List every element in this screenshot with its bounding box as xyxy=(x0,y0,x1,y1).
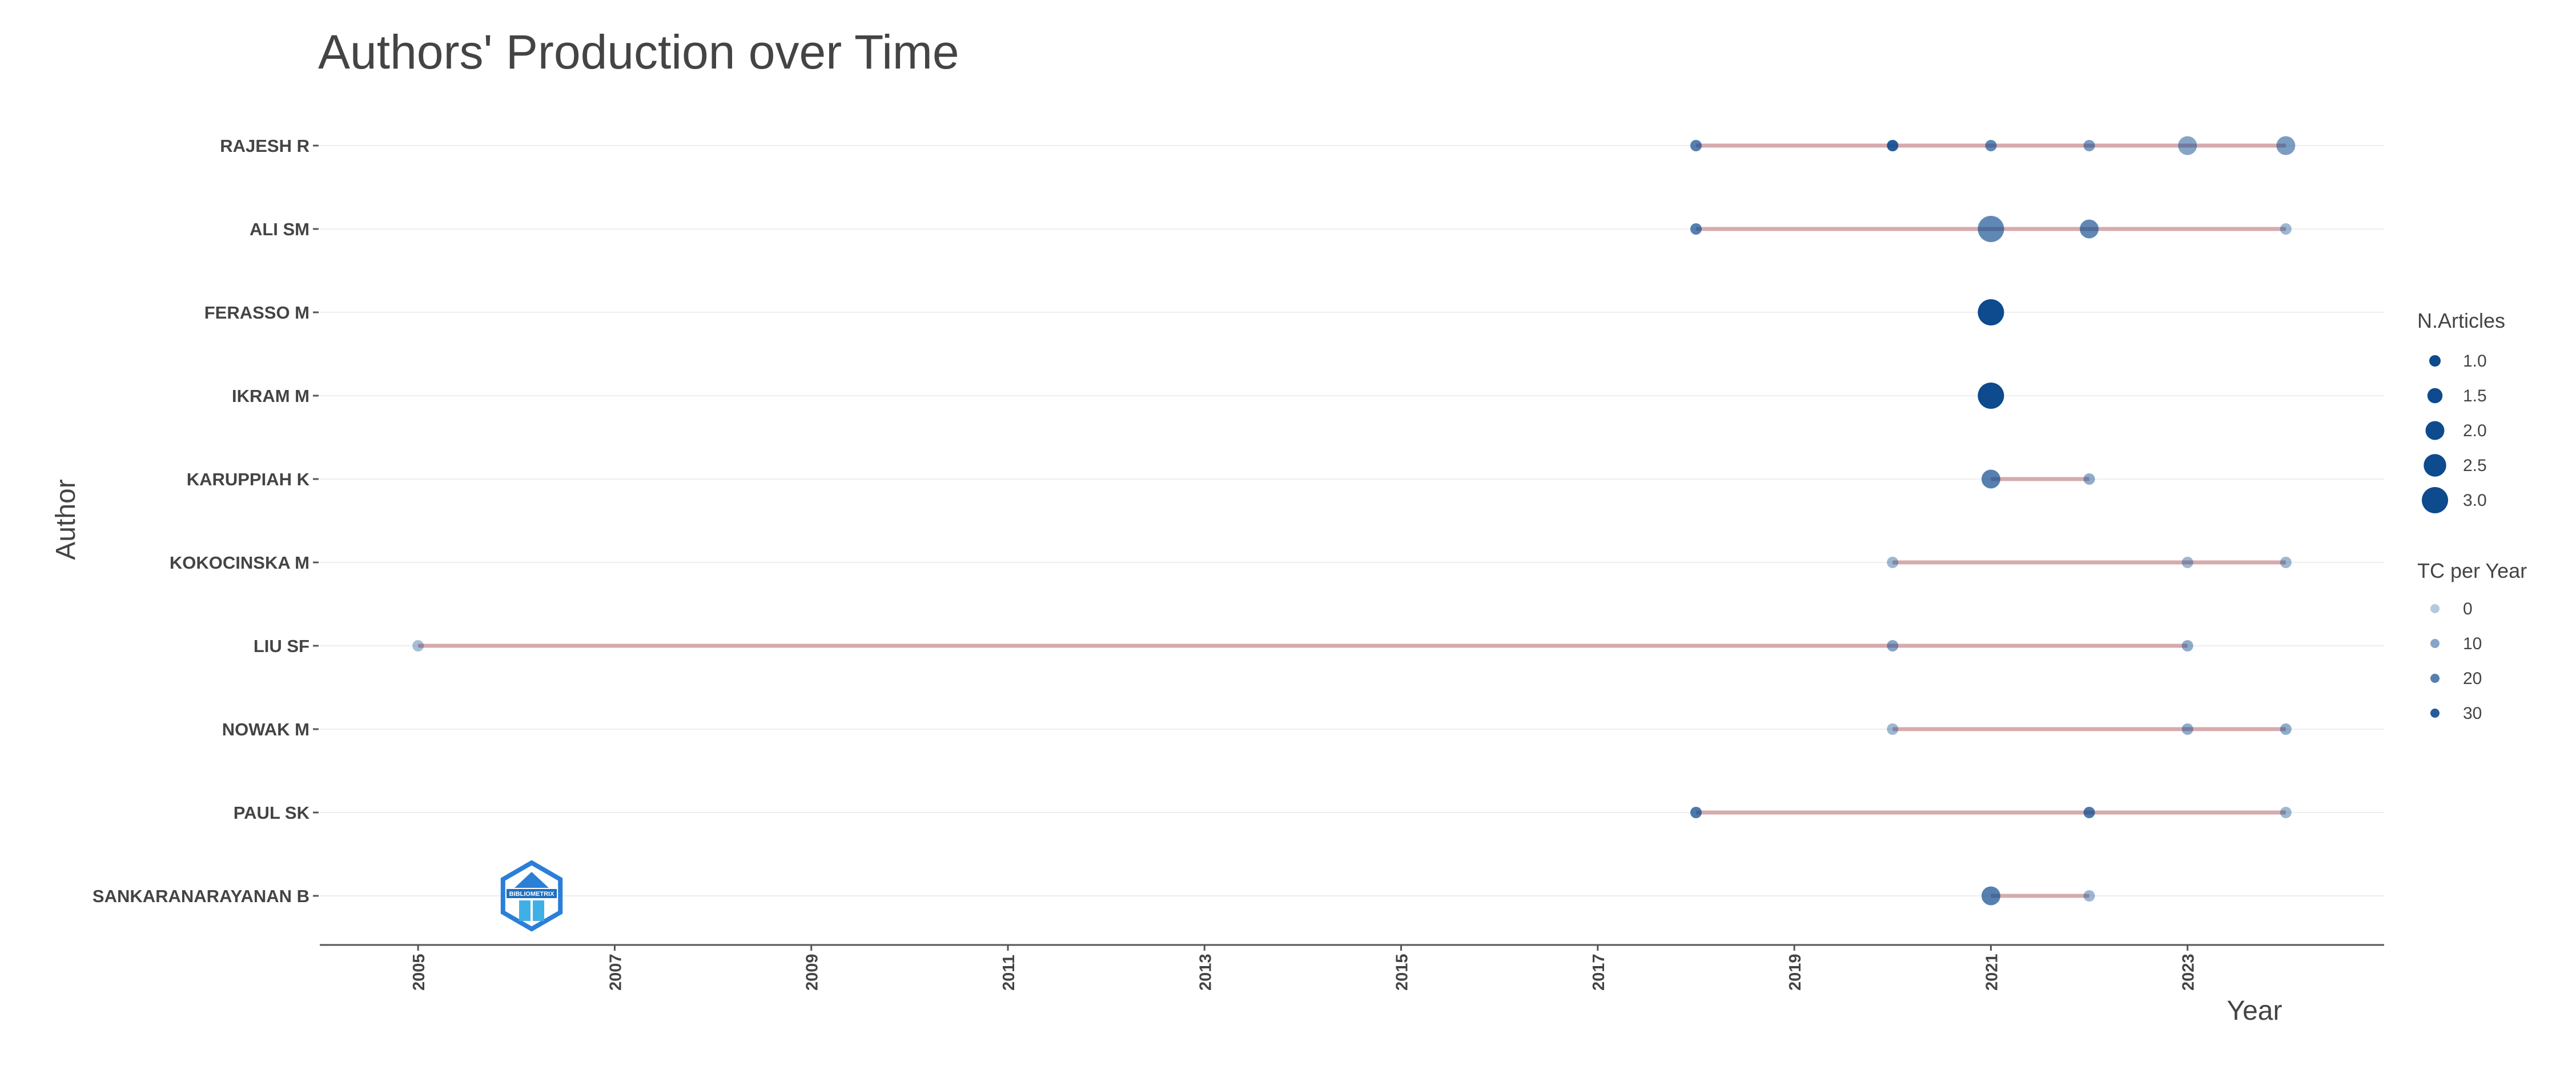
x-tick-label: 2005 xyxy=(410,954,428,991)
x-tick-label: 2017 xyxy=(1590,954,1608,991)
x-tick-label: 2009 xyxy=(803,954,822,991)
point-karuppiah-k-2021 xyxy=(1981,469,2000,489)
legend-size-marker-2 xyxy=(2425,421,2445,440)
point-rajesh-r-2018 xyxy=(1690,140,1702,151)
x-tick-label: 2015 xyxy=(1393,954,1412,991)
legend-size-label: 3.0 xyxy=(2463,491,2487,510)
legend-size-marker-0 xyxy=(2429,355,2441,367)
y-tick-label: PAUL SK xyxy=(234,803,310,823)
legend-color-title: TC per Year xyxy=(2417,559,2527,582)
legend-color-marker-2 xyxy=(2430,674,2440,683)
legend-color-label: 20 xyxy=(2463,669,2482,688)
point-ali-sm-2024 xyxy=(2280,223,2292,235)
point-nowak-m-2023 xyxy=(2181,723,2193,735)
x-tick-label: 2011 xyxy=(1000,955,1018,991)
x-tick-label: 2021 xyxy=(1983,954,2001,991)
legend-size-marker-4 xyxy=(2422,487,2448,513)
legend-color-marker-0 xyxy=(2430,604,2440,613)
legend-size-title: N.Articles xyxy=(2417,309,2505,332)
x-tick-label: 2007 xyxy=(606,954,625,991)
y-tick-label: IKRAM M xyxy=(232,386,310,406)
point-liu-sf-2020 xyxy=(1887,640,1899,651)
legend-size-label: 2.5 xyxy=(2463,456,2487,475)
y-tick-label: KARUPPIAH K xyxy=(187,469,310,489)
logo-roof-shape xyxy=(515,872,549,888)
logo-banner-shape xyxy=(507,889,557,898)
point-kokocinska-m-2023 xyxy=(2181,557,2193,568)
point-ali-sm-2018 xyxy=(1690,223,1702,235)
point-rajesh-r-2023 xyxy=(2178,136,2197,155)
y-tick-label: LIU SF xyxy=(254,636,310,656)
x-axis-label: Year xyxy=(2227,996,2282,1026)
point-kokocinska-m-2020 xyxy=(1887,557,1899,568)
point-rajesh-r-2024 xyxy=(2276,136,2296,155)
point-nowak-m-2020 xyxy=(1887,723,1899,735)
legend-color-label: 30 xyxy=(2463,704,2482,723)
point-ferasso-m-2021 xyxy=(1978,299,2004,325)
y-tick-label: NOWAK M xyxy=(222,719,310,739)
point-karuppiah-k-2022 xyxy=(2083,473,2095,485)
x-tick-label: 2019 xyxy=(1786,954,1805,991)
point-liu-sf-2005 xyxy=(412,640,424,651)
y-axis-label: Author xyxy=(51,479,81,560)
point-rajesh-r-2022 xyxy=(2083,140,2095,151)
legend-color-marker-3 xyxy=(2430,709,2440,718)
chart-title: Authors' Production over Time xyxy=(318,25,959,79)
legend-color-label: 0 xyxy=(2463,600,2473,618)
x-tick-label: 2013 xyxy=(1196,954,1215,991)
legend-size-label: 1.0 xyxy=(2463,352,2487,371)
point-kokocinska-m-2024 xyxy=(2280,557,2292,568)
point-sankaranarayanan-b-2021 xyxy=(1981,886,2000,906)
y-tick-label: ALI SM xyxy=(250,219,310,239)
y-tick-label: RAJESH R xyxy=(220,136,310,156)
point-paul-sk-2018 xyxy=(1690,807,1702,818)
legend-size-label: 2.0 xyxy=(2463,421,2487,440)
point-rajesh-r-2021 xyxy=(1985,140,1997,151)
point-paul-sk-2022 xyxy=(2083,807,2095,818)
y-tick-label: KOKOCINSKA M xyxy=(170,553,310,573)
legend-size-label: 1.5 xyxy=(2463,387,2487,405)
legend-size-marker-3 xyxy=(2424,454,2446,477)
point-sankaranarayanan-b-2022 xyxy=(2083,890,2095,902)
point-ikram-m-2021 xyxy=(1978,383,2004,409)
point-nowak-m-2024 xyxy=(2280,723,2292,735)
x-tick-label: 2023 xyxy=(2180,954,2198,991)
point-ali-sm-2022 xyxy=(2080,219,2099,239)
point-paul-sk-2024 xyxy=(2280,807,2292,818)
legend-color-marker-1 xyxy=(2430,639,2440,648)
point-ali-sm-2021 xyxy=(1978,216,2004,242)
logo-wordmark: BIBLIOMETRIX xyxy=(509,891,554,898)
y-tick-label: FERASSO M xyxy=(204,303,310,323)
point-rajesh-r-2020 xyxy=(1887,140,1899,151)
legend-color-label: 10 xyxy=(2463,634,2482,653)
legend-size-marker-1 xyxy=(2427,388,2443,404)
y-tick-label: SANKARANARAYANAN B xyxy=(93,886,310,906)
point-liu-sf-2023 xyxy=(2181,640,2193,651)
